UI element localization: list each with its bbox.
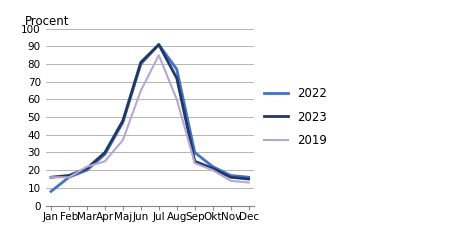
2022: [192, 151, 197, 154]
2023: [102, 151, 107, 154]
2022: [66, 176, 71, 179]
Legend: 2022, 2023, 2019: 2022, 2023, 2019: [263, 87, 326, 147]
2022: [174, 68, 179, 71]
2023: [228, 176, 233, 179]
Line: 2022: 2022: [51, 45, 248, 191]
2022: [138, 63, 143, 65]
Line: 2023: 2023: [51, 45, 248, 179]
2023: [66, 174, 71, 177]
2022: [156, 43, 161, 46]
2023: [48, 176, 54, 179]
2022: [102, 153, 107, 156]
2019: [102, 160, 107, 163]
2023: [245, 178, 251, 180]
2019: [120, 139, 125, 141]
2019: [174, 98, 179, 101]
Text: Procent: Procent: [25, 15, 69, 27]
2022: [48, 190, 54, 193]
2023: [174, 77, 179, 80]
2022: [245, 176, 251, 179]
2022: [120, 121, 125, 124]
2019: [210, 169, 215, 172]
2019: [228, 179, 233, 182]
2023: [156, 43, 161, 46]
2019: [192, 162, 197, 164]
2019: [66, 176, 71, 179]
2019: [245, 181, 251, 184]
2019: [156, 54, 161, 57]
2019: [48, 176, 54, 179]
2023: [192, 160, 197, 163]
2022: [228, 174, 233, 177]
2023: [84, 167, 90, 170]
Line: 2019: 2019: [51, 55, 248, 183]
2019: [138, 89, 143, 92]
2022: [84, 169, 90, 172]
2019: [84, 165, 90, 168]
2023: [210, 167, 215, 170]
2022: [210, 165, 215, 168]
2023: [120, 119, 125, 122]
2023: [138, 61, 143, 64]
